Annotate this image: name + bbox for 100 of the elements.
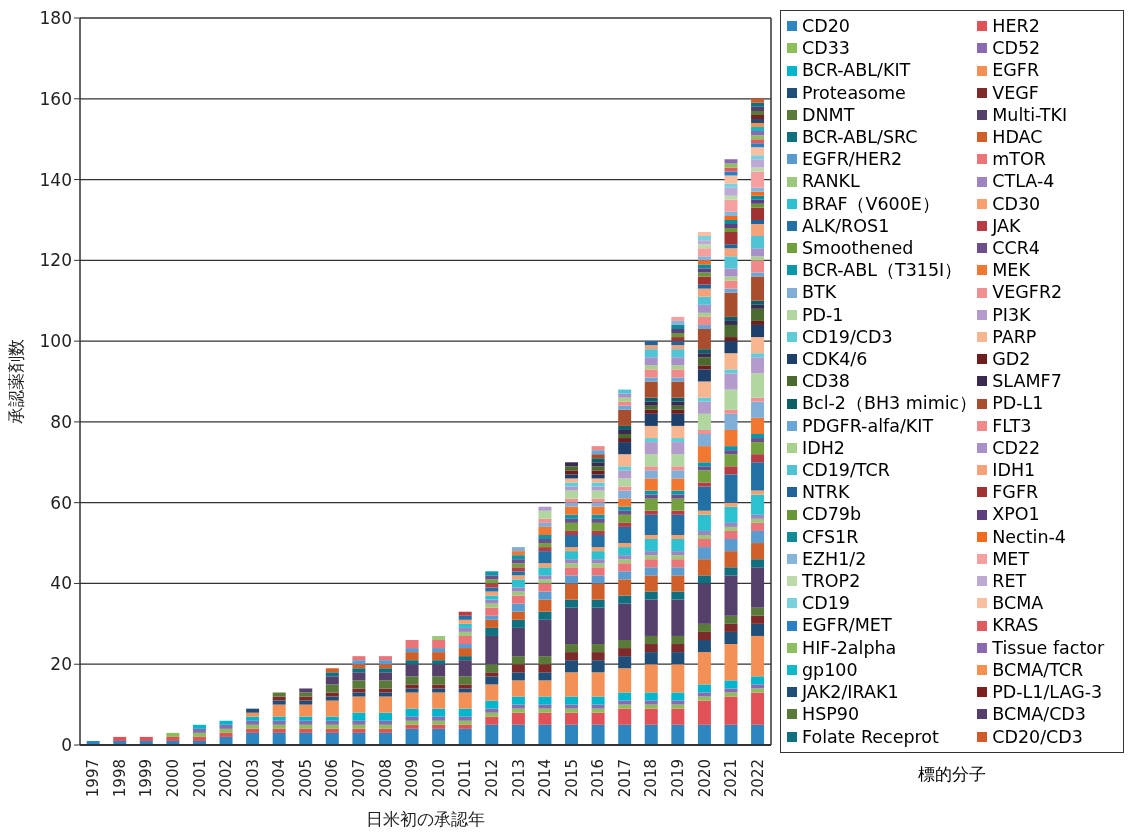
bar (565, 462, 579, 467)
bar (272, 728, 286, 733)
bar (511, 611, 525, 620)
bar (697, 397, 711, 402)
bar (511, 591, 525, 596)
bar (325, 724, 339, 729)
bar (697, 296, 711, 305)
bar (671, 397, 685, 402)
legend-label: VEGF (992, 81, 1039, 104)
bar (565, 466, 579, 471)
bar (751, 236, 765, 249)
bar (644, 470, 658, 479)
bar (724, 466, 738, 475)
bar (272, 732, 286, 745)
bar (751, 543, 765, 560)
bar (751, 139, 765, 144)
bar (352, 720, 366, 725)
bar (192, 724, 206, 729)
bar (618, 603, 632, 640)
legend-label: gp100 (802, 658, 858, 682)
bar (724, 692, 738, 697)
bar (671, 333, 685, 338)
bar (618, 648, 632, 657)
bar (618, 708, 632, 725)
bar (751, 155, 765, 160)
bar (591, 583, 605, 600)
bar (724, 256, 738, 269)
bar (724, 324, 738, 338)
bar (565, 486, 579, 491)
legend-label: CD33 (802, 37, 850, 60)
bar (511, 559, 525, 564)
bar (246, 720, 260, 725)
bar (697, 236, 711, 241)
bar (511, 656, 525, 665)
bar (724, 522, 738, 527)
bar (511, 603, 525, 612)
bar (591, 474, 605, 479)
bar (751, 559, 765, 568)
bar (591, 530, 605, 535)
bar (671, 567, 685, 576)
bar (644, 401, 658, 406)
bar (272, 716, 286, 721)
bar (458, 631, 472, 636)
bar (751, 462, 765, 491)
bar (485, 627, 499, 636)
legend-label: CD52 (992, 37, 1041, 60)
bar (671, 635, 685, 645)
bar (724, 446, 738, 451)
bar (378, 672, 392, 681)
bar (565, 534, 579, 548)
legend-label: FLT3 (992, 414, 1032, 437)
bar (751, 256, 765, 261)
legend-label: BCR-ABL（T315I） (802, 259, 963, 282)
bar (751, 272, 765, 277)
bar (751, 324, 765, 338)
bar (724, 567, 738, 576)
bar (591, 599, 605, 608)
bar (671, 365, 685, 370)
bar (432, 716, 446, 721)
bar (697, 312, 711, 317)
bar (618, 454, 632, 467)
bar (751, 147, 765, 156)
bar (591, 522, 605, 531)
bar (591, 502, 605, 507)
bar (538, 591, 552, 600)
legend-label: PDGFR-alfa/KIT (802, 414, 934, 437)
bar (697, 575, 711, 584)
bar (378, 712, 392, 721)
legend-label: CD38 (802, 370, 850, 393)
bar (618, 579, 632, 596)
bar (697, 381, 711, 398)
bar (538, 708, 552, 713)
bar (272, 700, 286, 705)
legend-label: BRAF（V600E） (802, 192, 940, 215)
bar (405, 684, 419, 689)
bar (511, 563, 525, 568)
bar (511, 664, 525, 673)
x-axis-title: 日米初の承認年 (366, 809, 485, 829)
bar (432, 724, 446, 729)
bar (432, 720, 446, 725)
bar (724, 454, 738, 467)
legend-label: EZH1/2 (802, 547, 867, 571)
bar (565, 478, 579, 483)
legend-label: mTOR (992, 148, 1046, 171)
bar (299, 728, 313, 733)
bar (325, 668, 339, 673)
bar (246, 716, 260, 721)
bar (697, 700, 711, 725)
bar (325, 732, 339, 745)
bar (644, 494, 658, 499)
legend-label: BCMA/TCR (992, 658, 1084, 682)
bar (591, 458, 605, 463)
bar (591, 514, 605, 519)
bar (644, 591, 658, 600)
bar (751, 135, 765, 140)
bar (299, 692, 313, 697)
bar (485, 603, 499, 608)
bar (352, 728, 366, 733)
bar (697, 256, 711, 261)
bar (325, 720, 339, 725)
